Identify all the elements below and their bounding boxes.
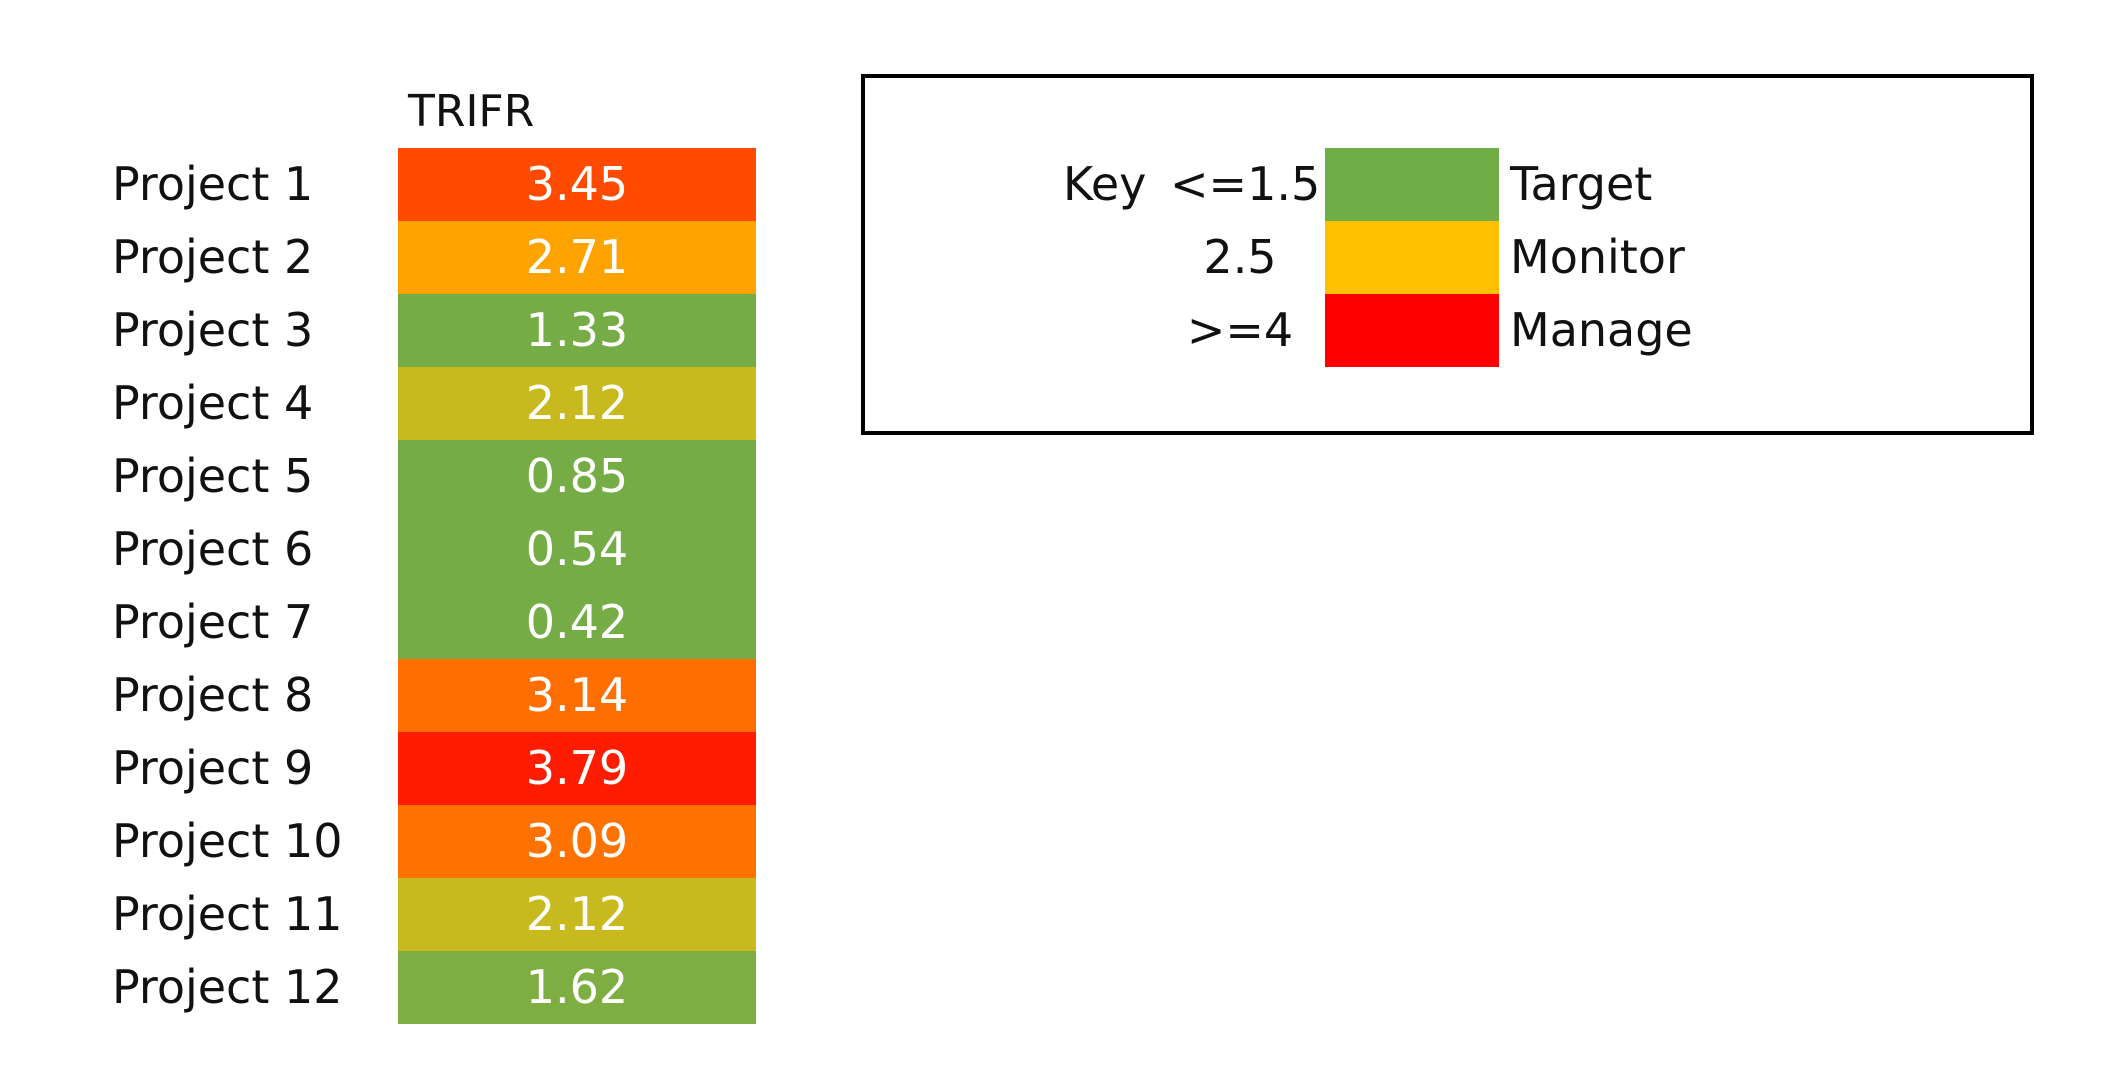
key-threshold-monitor: 2.5	[1203, 230, 1277, 284]
row-label: Project 7	[112, 595, 314, 649]
table-row: Project 1 3.45	[0, 148, 760, 221]
row-label: Project 11	[112, 887, 343, 941]
table-row: Project 4 2.12	[0, 367, 760, 440]
row-label: Project 3	[112, 303, 314, 357]
key-threshold-target: <=1.5	[1170, 157, 1321, 211]
row-label: Project 12	[112, 960, 343, 1014]
row-label: Project 10	[112, 814, 343, 868]
table-row: Project 2 2.71	[0, 221, 760, 294]
table-row: Project 3 1.33	[0, 294, 760, 367]
key-label-manage: Manage	[1510, 303, 1693, 357]
key-label-target: Target	[1510, 157, 1653, 211]
table-row: Project 7 0.42	[0, 586, 760, 659]
heatmap-cell: 2.12	[398, 878, 756, 951]
table-row: Project 8 3.14	[0, 659, 760, 732]
row-label: Project 9	[112, 741, 314, 795]
heatmap-cell: 3.45	[398, 148, 756, 221]
key-title: Key	[1063, 157, 1147, 211]
heatmap-cell: 2.71	[398, 221, 756, 294]
heatmap-cell: 0.42	[398, 586, 756, 659]
heatmap-cell: 0.85	[398, 440, 756, 513]
table-row: Project 10 3.09	[0, 805, 760, 878]
key-swatch-manage	[1325, 294, 1499, 367]
table-row: Project 12 1.62	[0, 951, 760, 1024]
key-box	[861, 74, 2034, 435]
heatmap-cell: 3.79	[398, 732, 756, 805]
row-label: Project 5	[112, 449, 314, 503]
key-swatch-target	[1325, 148, 1499, 221]
heatmap-cell: 3.14	[398, 659, 756, 732]
row-label: Project 8	[112, 668, 314, 722]
heatmap-cell: 1.62	[398, 951, 756, 1024]
row-label: Project 1	[112, 157, 314, 211]
table-row: Project 5 0.85	[0, 440, 760, 513]
table-row: Project 11 2.12	[0, 878, 760, 951]
heatmap-cell: 2.12	[398, 367, 756, 440]
key-label-monitor: Monitor	[1510, 230, 1685, 284]
key-swatch-monitor	[1325, 221, 1499, 294]
row-label: Project 4	[112, 376, 314, 430]
table-row: Project 9 3.79	[0, 732, 760, 805]
table-row: Project 6 0.54	[0, 513, 760, 586]
heatmap-cell: 3.09	[398, 805, 756, 878]
row-label: Project 6	[112, 522, 314, 576]
heatmap-cell: 0.54	[398, 513, 756, 586]
column-header: TRIFR	[408, 86, 535, 137]
heatmap-cell: 1.33	[398, 294, 756, 367]
key-threshold-manage: >=4	[1186, 303, 1294, 357]
row-label: Project 2	[112, 230, 314, 284]
